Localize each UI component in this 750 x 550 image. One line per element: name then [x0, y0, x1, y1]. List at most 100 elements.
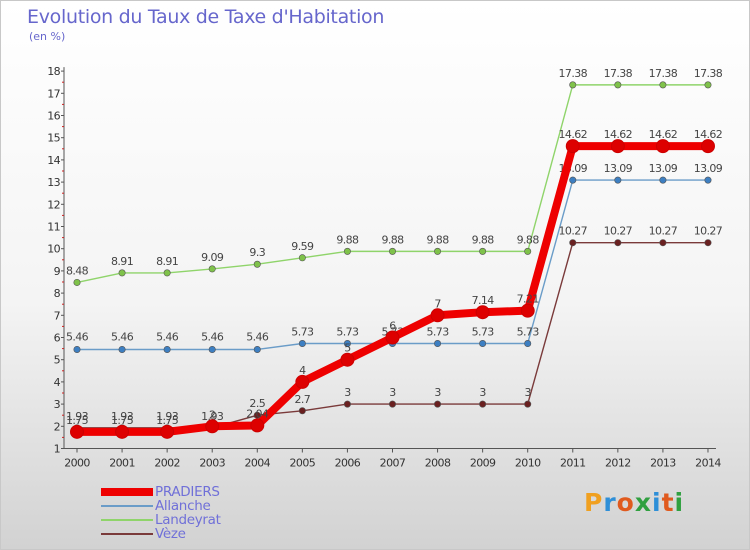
legend-label: PRADIERS [155, 484, 220, 500]
data-label: 10.27 [649, 225, 678, 238]
data-point [569, 176, 577, 184]
data-point [340, 352, 355, 367]
x-tick-label: 2014 [695, 457, 721, 470]
data-point [118, 269, 126, 277]
data-label: 10.27 [604, 225, 633, 238]
data-point [298, 407, 306, 415]
data-label: 2.7 [294, 393, 310, 406]
data-label: 7.21 [517, 293, 539, 306]
y-tick-label: 16 [47, 110, 60, 123]
x-tick-label: 2011 [560, 457, 586, 470]
x-tick-label: 2001 [109, 457, 135, 470]
data-point [655, 139, 670, 154]
data-point [610, 139, 625, 154]
data-label: 5.46 [111, 330, 134, 343]
data-point [565, 139, 580, 154]
data-label: 9.88 [517, 233, 540, 246]
data-label: 7.14 [472, 294, 495, 307]
data-point [205, 419, 220, 434]
logo-letter: t [661, 488, 675, 517]
y-tick-label: 4 [54, 376, 61, 389]
data-label: 5.73 [517, 325, 540, 338]
data-point [298, 339, 306, 347]
data-label: 1.93 [66, 410, 89, 423]
data-label: 13.09 [604, 162, 633, 175]
data-label: 5.73 [336, 325, 359, 338]
data-label: 3 [389, 386, 396, 399]
data-point [253, 260, 261, 268]
data-label: 6 [389, 320, 396, 333]
data-point [430, 308, 445, 323]
legend-swatch [101, 533, 153, 535]
data-point [434, 400, 442, 408]
y-tick-label: 17 [47, 87, 60, 100]
data-point [208, 345, 216, 353]
y-tick-label: 6 [54, 332, 61, 345]
logo-letter: i [674, 488, 685, 517]
data-label: 9.88 [336, 233, 359, 246]
data-label: 3 [479, 386, 486, 399]
data-point [614, 81, 622, 89]
data-point [569, 239, 577, 247]
legend-label: Vèze [155, 526, 186, 542]
data-point [385, 330, 400, 345]
data-point [569, 81, 577, 89]
legend-swatch [101, 505, 153, 507]
data-point [160, 424, 175, 439]
y-tick-label: 15 [47, 132, 60, 145]
data-label: 1.75 [156, 414, 179, 427]
data-label: 9.59 [291, 240, 314, 253]
x-tick-label: 2012 [605, 457, 631, 470]
x-tick-label: 2002 [154, 457, 180, 470]
legend-label: Allanche [155, 498, 211, 514]
data-point [388, 247, 396, 255]
x-tick-label: 2013 [650, 457, 676, 470]
data-point [524, 247, 532, 255]
data-label: 5.46 [156, 330, 179, 343]
data-label: 5.73 [291, 325, 314, 338]
data-label: 14.62 [604, 128, 633, 141]
x-tick-label: 2003 [199, 457, 225, 470]
x-tick-label: 2009 [470, 457, 496, 470]
data-point [343, 400, 351, 408]
data-point [659, 239, 667, 247]
legend-label: Landeyrat [155, 512, 221, 528]
x-tick-label: 2005 [290, 457, 316, 470]
data-point [614, 239, 622, 247]
data-point [70, 424, 84, 439]
data-label: 8.48 [66, 264, 89, 277]
data-label: 14.62 [649, 128, 678, 141]
data-label: 5.46 [201, 330, 224, 343]
data-label: 10.27 [694, 225, 723, 238]
data-label: 2 [209, 408, 215, 421]
data-label: 1.93 [201, 410, 224, 423]
data-point [73, 345, 81, 353]
data-point [614, 176, 622, 184]
data-point [479, 400, 487, 408]
y-tick-label: 10 [47, 243, 60, 256]
data-label: 14.62 [694, 128, 723, 141]
data-point [253, 345, 261, 353]
data-label: 4 [299, 364, 306, 377]
data-point [704, 176, 712, 184]
y-tick-label: 7 [54, 309, 61, 322]
data-point [163, 345, 171, 353]
y-tick-label: 2 [54, 420, 60, 433]
data-point [520, 303, 535, 318]
y-tick-label: 9 [54, 265, 61, 278]
data-label: 13.09 [649, 162, 678, 175]
chart-subtitle: (en %) [29, 30, 66, 43]
y-tick-label: 11 [47, 221, 60, 234]
data-point [659, 81, 667, 89]
x-tick-label: 2010 [515, 457, 541, 470]
data-point [659, 176, 667, 184]
y-tick-label: 18 [47, 65, 60, 78]
y-tick-label: 12 [47, 198, 60, 211]
y-tick-label: 13 [47, 176, 60, 189]
data-point [73, 278, 81, 286]
data-label: 17.38 [694, 67, 723, 80]
data-label: 13.09 [694, 162, 723, 175]
data-point [524, 400, 532, 408]
data-label: 3 [344, 386, 351, 399]
